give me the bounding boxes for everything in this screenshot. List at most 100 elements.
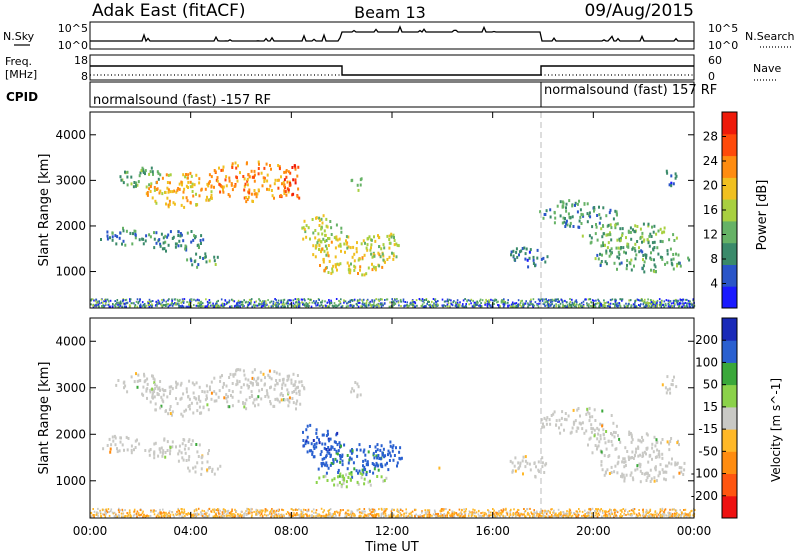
echo-cell: [406, 305, 409, 308]
echo-cell: [666, 261, 669, 265]
echo-cell: [182, 302, 185, 304]
echo-cell: [180, 451, 183, 455]
echo-cell: [610, 511, 613, 514]
echo-cell: [187, 186, 189, 189]
echo-cell: [674, 303, 676, 306]
echo-cell: [514, 513, 517, 515]
echo-cell: [301, 513, 304, 515]
echo-cell: [267, 395, 270, 399]
echo-cell: [200, 511, 202, 514]
echo-cell: [492, 302, 495, 305]
echo-cell: [190, 305, 193, 308]
echo-cell: [178, 444, 181, 448]
echo-cell: [330, 233, 333, 236]
echo-cell: [174, 242, 177, 246]
echo-cell: [624, 509, 626, 512]
echo-cell: [656, 448, 659, 452]
echo-cell: [677, 300, 679, 303]
echo-cell: [625, 236, 627, 240]
echo-cell: [338, 514, 341, 516]
echo-cell: [622, 473, 625, 477]
echo-cell: [372, 510, 375, 513]
echo-cell: [240, 510, 243, 513]
echo-cell: [522, 305, 525, 308]
echo-cell: [390, 513, 392, 516]
echo-cell: [130, 451, 133, 455]
echo-cell: [232, 299, 234, 302]
station-title: Adak East (fitACF): [92, 1, 246, 21]
echo-cell: [443, 515, 446, 518]
echo-cell: [217, 395, 220, 399]
echo-cell: [273, 370, 276, 374]
echo-cell: [461, 515, 464, 518]
echo-cell: [616, 222, 619, 226]
echo-cell: [676, 303, 679, 306]
echo-cell: [324, 474, 327, 478]
echo-cell: [137, 180, 140, 184]
echo-cell: [153, 378, 156, 382]
echo-cell: [193, 304, 195, 307]
echo-cell: [349, 449, 352, 453]
echo-cell: [344, 515, 346, 518]
echo-cell: [320, 217, 323, 221]
echo-cell: [364, 304, 366, 307]
echo-cell: [133, 513, 136, 516]
echo-cell: [536, 303, 538, 306]
echo-cell: [315, 509, 318, 512]
echo-cell: [222, 188, 224, 192]
echo-cell: [629, 432, 632, 435]
echo-cell: [239, 514, 241, 517]
echo-cell: [345, 485, 348, 489]
echo-cell: [158, 302, 161, 305]
echo-cell: [356, 183, 359, 187]
echo-cell: [687, 299, 690, 302]
echo-cell: [446, 305, 449, 308]
echo-cell: [522, 303, 524, 306]
echo-cell: [405, 515, 407, 518]
noise-tick-left-high: 10^5: [58, 22, 88, 35]
echo-cell: [517, 467, 520, 471]
echo-cell: [190, 240, 193, 244]
echo-cell: [200, 303, 203, 305]
echo-cell: [603, 514, 605, 517]
y-tick-label: 4000: [55, 334, 86, 348]
echo-cell: [154, 304, 157, 307]
echo-cell: [347, 512, 350, 515]
echo-cell: [672, 267, 675, 271]
echo-cell: [426, 509, 429, 512]
echo-cell: [219, 464, 222, 468]
echo-cell: [348, 458, 351, 462]
echo-cell: [288, 396, 291, 400]
echo-cell: [630, 237, 633, 241]
echo-cell: [123, 305, 126, 308]
echo-cell: [332, 305, 335, 308]
echo-cell: [528, 304, 530, 307]
echo-cell: [631, 438, 634, 442]
echo-cell: [677, 515, 680, 518]
echo-cell: [322, 511, 324, 514]
echo-cell: [312, 231, 315, 235]
echo-cell: [251, 305, 253, 308]
echo-cell: [435, 301, 438, 304]
echo-cell: [598, 205, 600, 209]
echo-cell: [566, 305, 569, 308]
echo-cell: [374, 509, 377, 512]
echo-cell: [609, 233, 612, 237]
echo-cell: [146, 396, 148, 400]
echo-cell: [206, 300, 209, 303]
echo-cell: [577, 513, 580, 516]
echo-cell: [368, 469, 371, 473]
echo-cell: [619, 227, 622, 231]
echo-cell: [524, 302, 526, 305]
echo-cell: [335, 514, 337, 517]
echo-cell: [188, 305, 191, 308]
echo-cell: [638, 299, 641, 302]
cpid-panel: CPID normalsound (fast) -157 RF normalso…: [6, 81, 717, 108]
echo-cell: [658, 453, 661, 457]
echo-cell: [236, 304, 239, 307]
echo-cell: [196, 450, 199, 454]
echo-cell: [532, 262, 535, 265]
echo-cell: [311, 218, 314, 221]
echo-cell: [324, 239, 327, 243]
echo-cell: [106, 230, 109, 234]
